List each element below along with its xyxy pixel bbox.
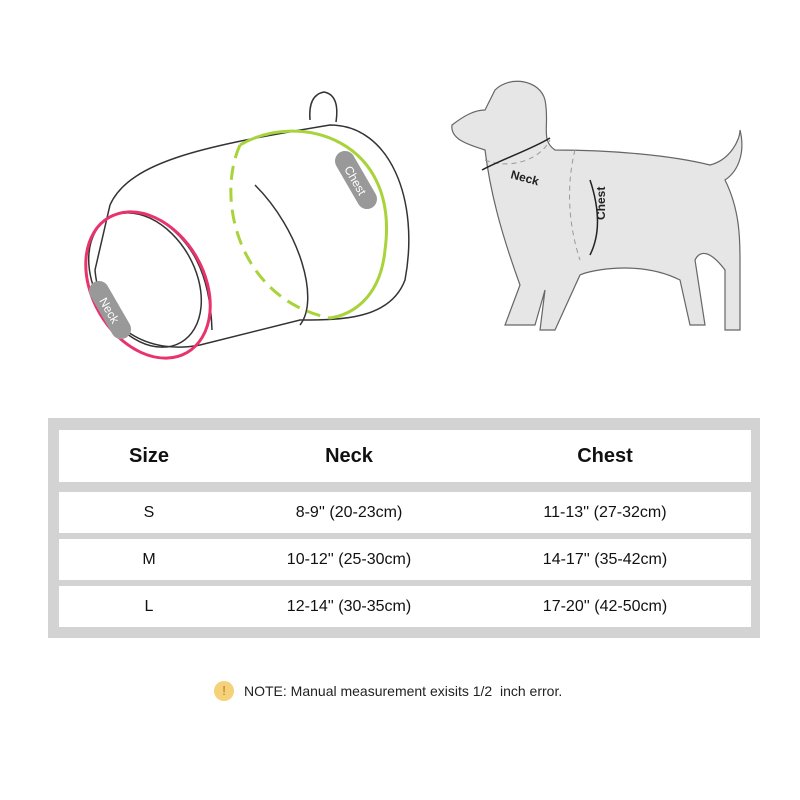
neck-cell: 10-12'' (25-30cm) — [286, 550, 412, 568]
harness-neck-label: Neck — [89, 280, 131, 340]
chest-cell: 17-20'' (42-50cm) — [542, 597, 668, 615]
dog-illustration: Neck Chest — [451, 80, 743, 331]
size-cell: S — [143, 503, 155, 521]
table-header-row: Size Neck Chest — [59, 430, 751, 482]
chest-cell: 11-13'' (27-32cm) — [543, 503, 667, 521]
harness-chest-label: Chest — [335, 150, 377, 210]
harness-illustration: Chest Neck — [84, 91, 410, 360]
size-table: Size Neck Chest S 8-9'' (20-23cm) 11-13'… — [48, 418, 760, 638]
table-row: M 10-12'' (25-30cm) 14-17'' (35-42cm) — [59, 539, 751, 580]
svg-text:Chest: Chest — [594, 187, 608, 220]
harness-handle — [309, 91, 338, 123]
chest-ring-front — [239, 129, 388, 320]
size-cell: L — [144, 597, 154, 615]
harness-body-outline — [94, 124, 410, 348]
header-size: Size — [128, 444, 170, 467]
table-row: L 12-14'' (30-35cm) 17-20'' (42-50cm) — [59, 586, 751, 627]
header-neck: Neck — [325, 444, 373, 467]
chest-arrow-icon — [589, 179, 599, 256]
table-row: S 8-9'' (20-23cm) 11-13'' (27-32cm) — [59, 492, 751, 533]
note-text: NOTE: Manual measurement exisits 1/2 inc… — [244, 683, 563, 699]
note: ! NOTE: Manual measurement exisits 1/2 i… — [214, 681, 562, 701]
header-chest: Chest — [577, 444, 633, 467]
chest-cell: 14-17'' (35-42cm) — [542, 550, 668, 568]
chest-ring-back — [229, 144, 331, 320]
neck-cell: 12-14'' (30-35cm) — [286, 597, 412, 615]
neck-ring — [84, 210, 212, 360]
exclamation-icon: ! — [214, 681, 234, 701]
neck-cell: 8-9'' (20-23cm) — [295, 503, 403, 521]
size-cell: M — [142, 550, 156, 568]
neck-arrow-icon — [481, 137, 551, 171]
